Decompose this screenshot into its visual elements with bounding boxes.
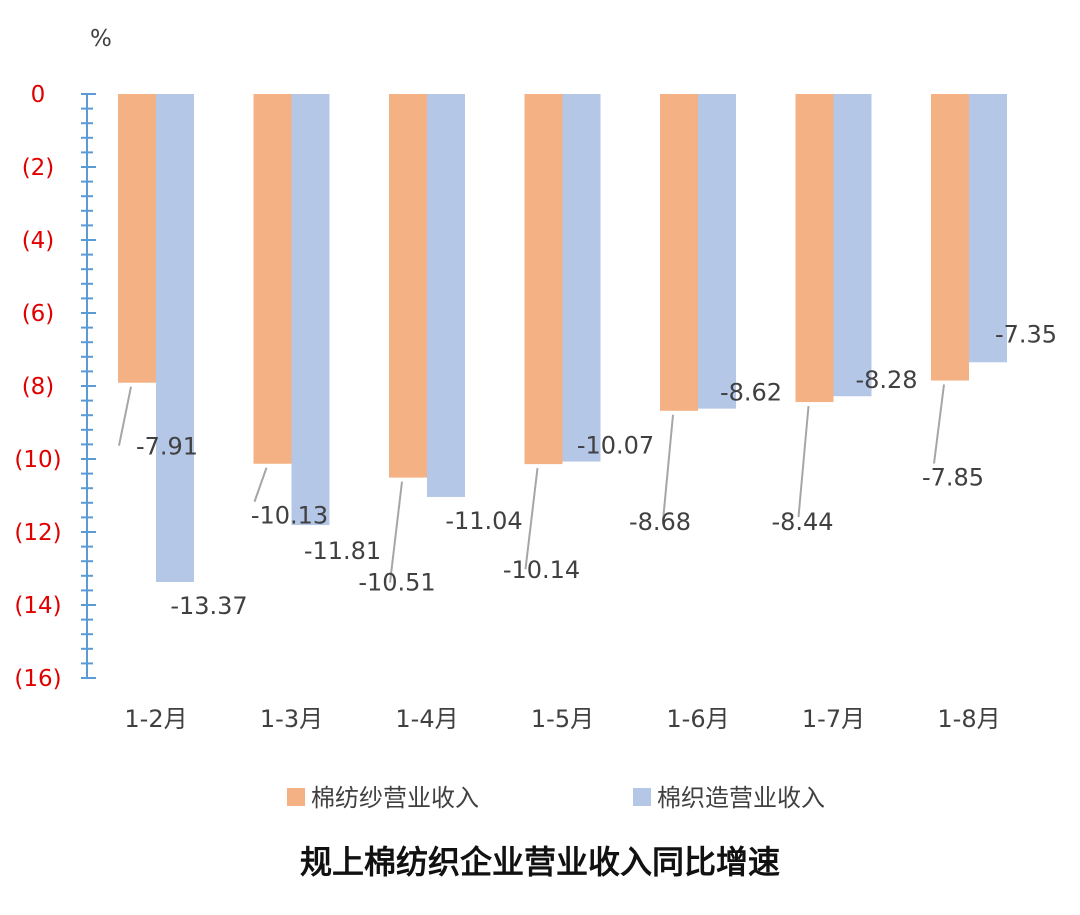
bar-yarn [524, 94, 563, 465]
bar-weaving [427, 94, 465, 497]
x-axis-labels: 1-2月 1-3月 1-4月 1-5月 1-6月 1-7月 1-8月 [124, 705, 1000, 733]
leader-line [524, 467, 539, 570]
bar-weaving [156, 94, 194, 583]
leader-line [933, 384, 945, 464]
y-axis-unit: % [90, 26, 112, 52]
leader-line [662, 414, 674, 521]
bar-yarn [931, 94, 969, 381]
data-label: -8.28 [855, 366, 917, 394]
bar-yarn [660, 94, 698, 411]
y-tick-label: (6) [22, 301, 55, 327]
data-label: -8.44 [771, 508, 833, 536]
legend-swatch [633, 788, 651, 806]
y-tick-label: (14) [14, 593, 61, 619]
leader-line [389, 481, 403, 583]
data-label: -8.68 [629, 508, 691, 536]
y-tick-label: (2) [22, 155, 55, 181]
data-label: -13.37 [170, 592, 247, 620]
bar-yarn [118, 94, 156, 383]
x-tick-label: 1-3月 [260, 705, 323, 733]
y-tick-label: (4) [22, 228, 55, 254]
data-label: -7.91 [136, 433, 198, 461]
y-tick-label: (8) [22, 374, 55, 400]
y-axis: 0 (2) (4) (6) (8) (10) (12) (14) (16) [14, 82, 96, 692]
x-tick-label: 1-5月 [531, 705, 594, 733]
legend-swatch [287, 788, 305, 806]
bar-weaving [969, 94, 1007, 363]
data-label: -11.81 [304, 537, 381, 565]
bar-yarn [389, 94, 427, 478]
bar-yarn [795, 94, 834, 403]
x-tick-label: 1-6月 [666, 705, 729, 733]
x-tick-label: 1-8月 [937, 705, 1000, 733]
leader-line [797, 405, 810, 518]
chart-title: 规上棉纺织企业营业收入同比增速 [300, 843, 780, 881]
leader-line [253, 467, 268, 503]
legend: 棉纺纱营业收入 棉织造营业收入 [287, 784, 825, 812]
bar-weaving [291, 94, 330, 526]
y-tick-label: (16) [14, 666, 61, 692]
data-label: -11.04 [445, 507, 522, 535]
legend-label: 棉纺纱营业收入 [311, 784, 479, 812]
x-tick-label: 1-2月 [124, 705, 187, 733]
bar-weaving [698, 94, 736, 409]
data-label: -10.14 [503, 556, 580, 584]
data-label: -10.13 [251, 502, 328, 530]
bar-weaving [833, 94, 872, 397]
y-tick-label: 0 [31, 82, 46, 108]
leader-line [118, 386, 132, 446]
bars [118, 94, 1007, 583]
y-tick-label: (10) [14, 447, 61, 473]
data-labels: -7.91 -13.37 -10.13 -11.81 -10.51 -11.04 -10.1… [118, 320, 1057, 620]
data-label: -8.62 [720, 379, 782, 407]
y-tick-label: (12) [14, 520, 61, 546]
x-tick-label: 1-4月 [395, 705, 458, 733]
x-tick-label: 1-7月 [802, 705, 865, 733]
bar-weaving [562, 94, 601, 462]
data-label: -7.35 [995, 320, 1057, 348]
data-label: -10.51 [358, 569, 435, 597]
legend-label: 棉织造营业收入 [657, 784, 825, 812]
data-label: -7.85 [922, 464, 984, 492]
bar-yarn [253, 94, 292, 464]
data-label: -10.07 [577, 432, 654, 460]
